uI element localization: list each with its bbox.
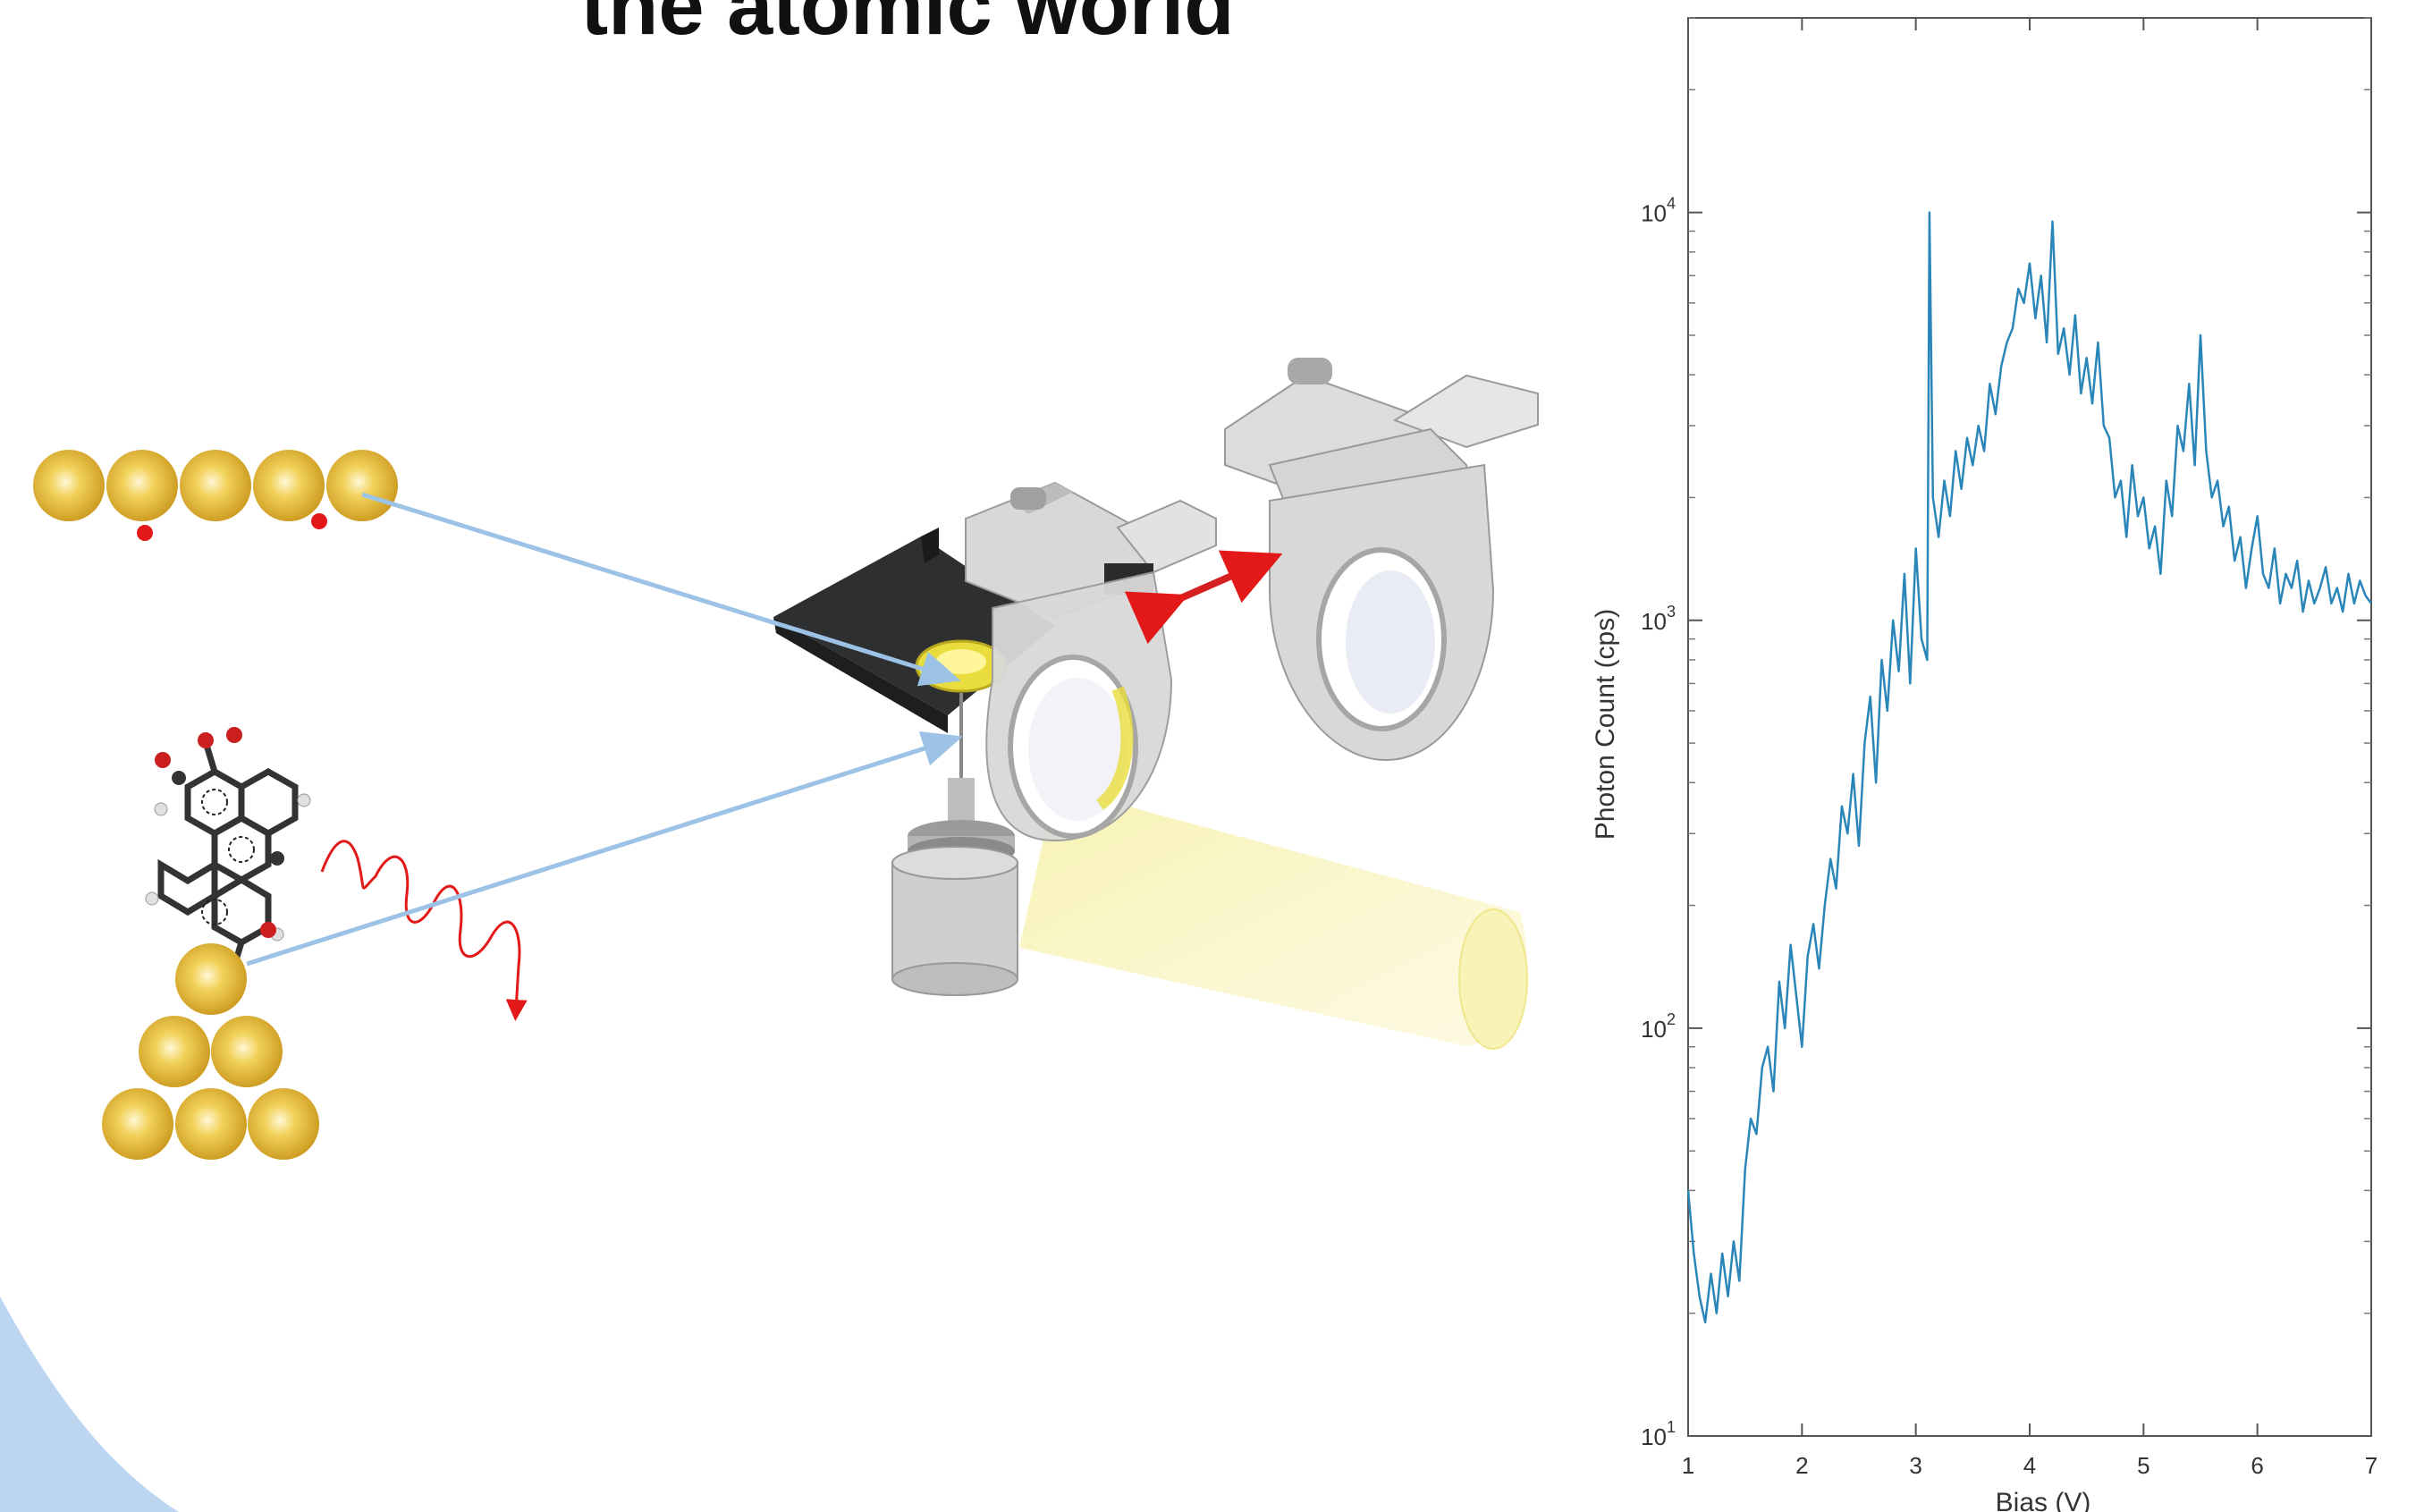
pointer-arrow-chain <box>361 492 961 687</box>
chart-series <box>1686 211 2373 1324</box>
series-line <box>1686 211 2373 1324</box>
chart-axes-frame <box>1687 17 2372 1437</box>
x-axis-label: Bias (V) <box>1996 1488 2091 1512</box>
y-axis: 101 102 103 104 <box>1641 17 2371 1450</box>
corner-accent-blob <box>0 1297 179 1512</box>
x-tick-label: 4 <box>2023 1452 2036 1479</box>
pointer-arrow-tip <box>246 731 963 967</box>
y-tick-label: 101 <box>1641 1418 1676 1450</box>
stm-instrument <box>773 358 1539 1050</box>
x-tick-label: 1 <box>1682 1452 1694 1479</box>
y-tick-label: 102 <box>1641 1010 1676 1043</box>
red-adatom <box>137 525 153 541</box>
plot-area-border <box>1687 17 2372 1437</box>
slide-title: the atomic world <box>580 0 1235 52</box>
gold-atom-pyramid <box>102 943 319 1160</box>
illustration <box>0 358 1539 1512</box>
x-tick-label: 6 <box>2251 1452 2263 1479</box>
x-tick-label: 2 <box>1795 1452 1808 1479</box>
y-axis-label: Photon Count (cps) <box>1591 609 1620 840</box>
y-tick-label: 103 <box>1641 603 1676 635</box>
x-tick-label: 3 <box>1909 1452 1921 1479</box>
gold-atom-chain <box>33 450 398 541</box>
y-tick-label: 104 <box>1641 195 1676 227</box>
photon-wave-icon <box>320 840 528 1021</box>
x-axis: 1 2 3 4 5 6 7 <box>1682 18 2378 1479</box>
red-adatom <box>311 513 327 529</box>
x-tick-label: 7 <box>2365 1452 2378 1479</box>
x-tick-label: 5 <box>2137 1452 2150 1479</box>
